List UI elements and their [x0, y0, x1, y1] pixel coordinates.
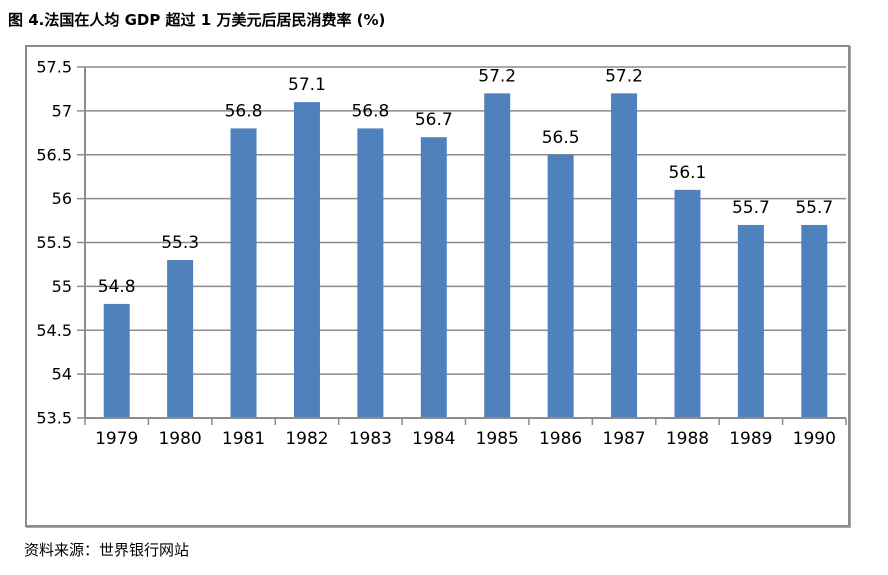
bar-1986: [547, 154, 574, 418]
x-tick-label: 1987: [602, 429, 645, 449]
bar-1990: [801, 224, 828, 418]
y-tick-label: 57.5: [36, 58, 72, 77]
bar-1981: [230, 128, 257, 419]
value-label: 55.3: [161, 233, 199, 253]
chart-title: 图 4.法国在人均 GDP 超过 1 万美元后居民消费率 (%): [8, 11, 386, 29]
y-tick-label: 56.5: [36, 145, 72, 164]
value-label: 56.5: [542, 128, 580, 148]
bar-1985: [484, 93, 511, 418]
value-label: 56.8: [351, 101, 389, 121]
bar-1983: [357, 128, 384, 419]
y-tick-label: 55: [52, 277, 72, 296]
bar-1987: [611, 93, 638, 418]
x-tick-label: 1989: [729, 429, 772, 449]
bar-1989: [737, 224, 764, 418]
bar-chart: 53.5 54 54.5 55 55.5 56 56.5 57 57.5 54.8 1979 55.3…: [36, 58, 847, 449]
y-tick-label: 55.5: [36, 233, 72, 252]
source-note: 资料来源：世界银行网站: [24, 541, 190, 559]
x-tick-label: 1979: [95, 429, 138, 449]
bar-1982: [293, 102, 320, 418]
value-label: 55.7: [795, 198, 833, 218]
x-tick-label: 1982: [285, 429, 328, 449]
x-tick-label: 1990: [793, 429, 836, 449]
value-label: 56.8: [225, 101, 263, 121]
bar-1979: [103, 303, 130, 418]
x-tick-label: 1988: [666, 429, 709, 449]
chart-frame: 53.5 54 54.5 55 55.5 56 56.5 57 57.5 54.8 1979 55.3…: [25, 45, 850, 527]
x-tick-label: 1985: [476, 429, 519, 449]
x-tick-label: 1983: [349, 429, 392, 449]
y-tick-label: 56: [52, 189, 72, 208]
x-tick-label: 1986: [539, 429, 582, 449]
y-tick-label: 54: [52, 365, 72, 384]
bar-1988: [674, 189, 701, 418]
y-tick-label: 54.5: [36, 321, 72, 340]
y-tick-label: 53.5: [36, 409, 72, 428]
value-label: 57.2: [605, 66, 643, 86]
x-tick-label: 1984: [412, 429, 455, 449]
x-tick-label: 1980: [158, 429, 201, 449]
bar-1980: [167, 260, 194, 418]
value-label: 56.1: [669, 163, 707, 183]
x-tick-label: 1981: [222, 429, 265, 449]
value-label: 57.2: [478, 66, 516, 86]
value-label: 56.7: [415, 110, 453, 130]
value-label: 55.7: [732, 198, 770, 218]
value-label: 54.8: [98, 277, 136, 297]
y-tick-label: 57: [52, 101, 72, 120]
value-label: 57.1: [288, 75, 326, 95]
bar-1984: [420, 137, 447, 418]
